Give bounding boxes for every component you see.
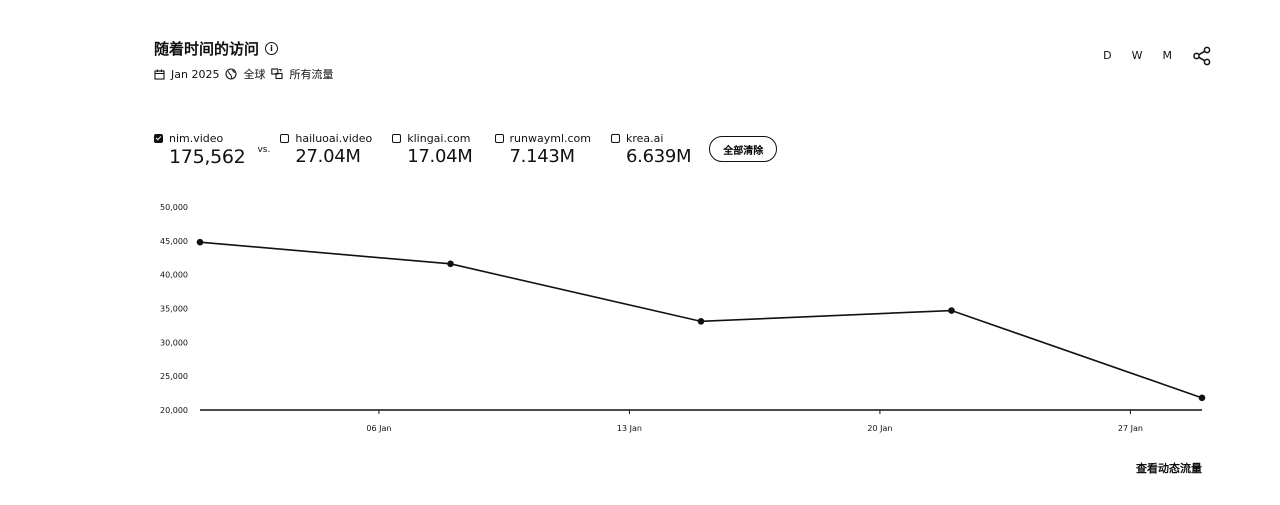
- granularity-switch: D W M: [1103, 49, 1172, 62]
- granularity-week[interactable]: W: [1131, 49, 1143, 62]
- x-tick-label: 27 Jan: [1118, 424, 1143, 433]
- domain-name: hailuoai.video: [295, 131, 373, 145]
- domain-name: krea.ai: [626, 131, 664, 145]
- data-point: [447, 260, 454, 268]
- checkbox-icon[interactable]: [494, 133, 504, 143]
- region-filter[interactable]: 全球: [225, 66, 265, 82]
- x-tick-label: 13 Jan: [617, 424, 642, 433]
- y-tick-label: 20,000: [160, 406, 188, 415]
- domain-visits: 175,562: [169, 146, 246, 168]
- y-tick-label: 45,000: [160, 237, 188, 246]
- domain-hailuoai-video[interactable]: hailuoai.video 27.04M: [280, 131, 372, 167]
- domain-runwayml-com[interactable]: runwayml.com 7.143M: [494, 131, 591, 167]
- domain-comparison-row: nim.video 175,562 vs. hailuoai.video 27.…: [154, 131, 778, 168]
- granularity-month[interactable]: M: [1162, 49, 1173, 62]
- x-tick-label: 20 Jan: [867, 424, 892, 433]
- filter-bar: Jan 2025 全球 所有流量: [154, 66, 333, 82]
- y-tick-label: 40,000: [160, 271, 188, 280]
- globe-icon: [225, 68, 238, 80]
- domain-name: runwayml.com: [509, 131, 591, 145]
- traffic-filter-label: 所有流量: [289, 68, 334, 81]
- domain-visits: 27.04M: [295, 146, 361, 167]
- data-point: [196, 238, 204, 246]
- data-point: [697, 318, 705, 325]
- traffic-filter[interactable]: 所有流量: [271, 66, 333, 82]
- y-tick-label: 35,000: [160, 305, 188, 314]
- checkbox-icon[interactable]: [280, 133, 290, 143]
- granularity-day[interactable]: D: [1103, 49, 1112, 62]
- x-tick-label: 06 Jan: [366, 424, 391, 433]
- domain-klingai-com[interactable]: klingai.com 17.04M: [392, 131, 473, 167]
- data-point: [1198, 394, 1206, 402]
- domain-visits: 7.143M: [509, 146, 576, 167]
- visits-line-chart: 20,000 25,000 30,000 35,000 40,000 45,000 50,0…: [160, 203, 1206, 433]
- checkbox-icon[interactable]: [611, 133, 620, 143]
- date-filter[interactable]: Jan 2025: [154, 68, 219, 81]
- date-filter-label: Jan 2025: [171, 67, 220, 81]
- y-tick-label: 30,000: [160, 338, 188, 347]
- checkbox-icon[interactable]: [392, 133, 402, 143]
- domain-name: nim.video: [169, 131, 224, 145]
- region-filter-label: 全球: [243, 68, 266, 81]
- data-point: [948, 307, 955, 314]
- domain-nim-video[interactable]: nim.video 175,562: [154, 131, 246, 168]
- checkbox-checked-icon[interactable]: [154, 133, 163, 143]
- info-icon[interactable]: i: [265, 42, 279, 55]
- chart-title: 随着时间的访问 i: [154, 38, 279, 59]
- calendar-icon: [154, 69, 165, 80]
- y-tick-label: 50,000: [160, 203, 188, 212]
- domain-krea-ai[interactable]: krea.ai 6.639M: [611, 131, 692, 167]
- domain-name: klingai.com: [407, 131, 471, 145]
- clear-all-button[interactable]: 全部清除: [709, 136, 778, 162]
- share-icon[interactable]: [1192, 46, 1212, 66]
- traffic-source-icon: [271, 68, 284, 80]
- domain-visits: 6.639M: [626, 146, 692, 167]
- vs-label: vs.: [257, 145, 271, 155]
- chart-title-text: 随着时间的访问: [154, 40, 260, 58]
- domain-visits: 17.04M: [407, 146, 473, 167]
- view-traffic-trend-link[interactable]: 查看动态流量: [1136, 462, 1202, 475]
- y-tick-label: 25,000: [160, 372, 188, 381]
